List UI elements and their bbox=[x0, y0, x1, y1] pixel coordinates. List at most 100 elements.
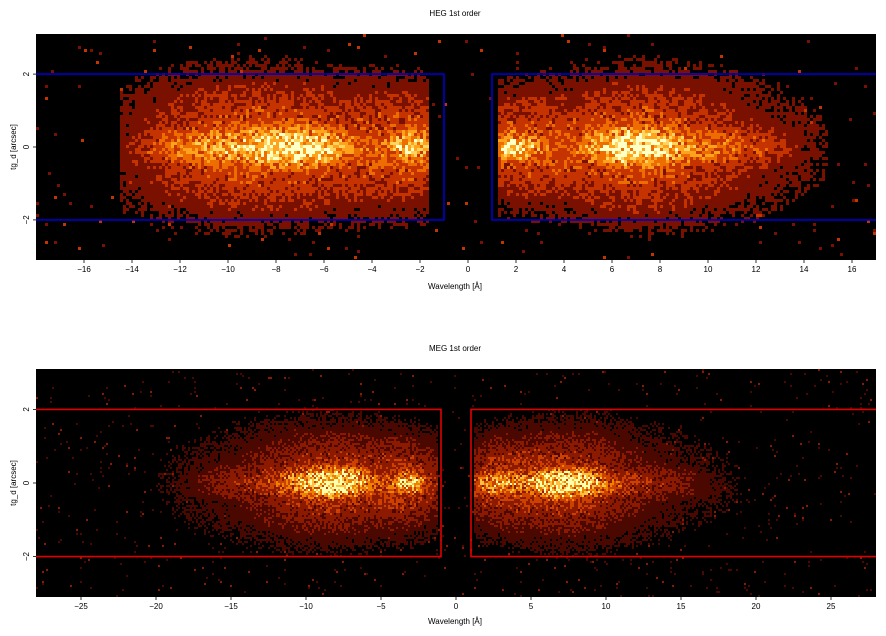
heatmap-cell bbox=[201, 112, 204, 115]
heatmap-cell bbox=[159, 202, 162, 205]
heatmap-cell bbox=[177, 118, 180, 121]
heatmap-cell bbox=[294, 142, 297, 145]
heatmap-cell bbox=[189, 85, 192, 88]
heatmap-cell bbox=[168, 223, 171, 226]
heatmap-cell bbox=[189, 163, 192, 166]
heatmap-cell bbox=[237, 148, 240, 151]
heatmap-cell bbox=[339, 79, 342, 82]
heatmap-cell bbox=[138, 130, 141, 133]
heatmap-cell bbox=[120, 163, 123, 166]
heatmap-cell bbox=[390, 184, 393, 187]
heatmap-cell bbox=[357, 178, 360, 181]
heatmap-cell bbox=[375, 109, 378, 112]
heatmap-cell bbox=[141, 160, 144, 163]
heatmap-cell bbox=[357, 172, 360, 175]
heatmap-cell bbox=[243, 142, 246, 145]
heatmap-cell bbox=[285, 163, 288, 166]
heatmap-cell bbox=[315, 127, 318, 130]
heatmap-cell bbox=[306, 91, 309, 94]
heatmap-cell bbox=[195, 184, 198, 187]
heatmap-cell bbox=[261, 154, 264, 157]
heatmap-cell bbox=[192, 175, 195, 178]
heatmap-cell bbox=[252, 220, 255, 223]
heatmap-cell bbox=[174, 190, 177, 193]
heatmap-cell bbox=[237, 103, 240, 106]
heatmap-cell bbox=[333, 217, 336, 220]
heatmap-cell bbox=[291, 79, 294, 82]
heatmap-cell bbox=[264, 127, 267, 130]
heatmap-cell bbox=[255, 205, 258, 208]
heatmap-cell bbox=[204, 61, 207, 64]
heatmap-cell bbox=[402, 139, 405, 142]
heatmap-cell bbox=[267, 109, 270, 112]
heatmap-cell bbox=[231, 178, 234, 181]
heatmap-cell bbox=[138, 133, 141, 136]
heatmap-cell bbox=[375, 190, 378, 193]
heatmap-cell bbox=[228, 115, 231, 118]
heatmap-cell bbox=[180, 187, 183, 190]
heatmap-cell bbox=[255, 133, 258, 136]
heatmap-cell bbox=[186, 133, 189, 136]
heatmap-cell bbox=[321, 151, 324, 154]
heatmap-cell bbox=[336, 136, 339, 139]
heatmap-cell bbox=[240, 217, 243, 220]
heatmap-cell bbox=[150, 127, 153, 130]
heatmap-cell bbox=[294, 148, 297, 151]
heatmap-cell bbox=[54, 133, 57, 136]
heatmap-cell bbox=[378, 94, 381, 97]
heatmap-cell bbox=[273, 118, 276, 121]
heatmap-cell bbox=[219, 196, 222, 199]
heatmap-cell bbox=[270, 88, 273, 91]
heatmap-cell bbox=[132, 178, 135, 181]
heatmap-cell bbox=[303, 184, 306, 187]
heatmap-cell bbox=[354, 142, 357, 145]
heatmap-cell bbox=[339, 184, 342, 187]
heatmap-cell bbox=[297, 169, 300, 172]
heatmap-cell bbox=[183, 163, 186, 166]
heatmap-cell bbox=[375, 100, 378, 103]
heatmap-cell bbox=[147, 136, 150, 139]
heatmap-cell bbox=[102, 244, 105, 247]
heatmap-cell bbox=[387, 187, 390, 190]
heatmap-cell bbox=[279, 100, 282, 103]
heatmap-cell bbox=[279, 112, 282, 115]
heatmap-cell bbox=[54, 241, 57, 244]
heatmap-cell bbox=[201, 118, 204, 121]
heatmap-cell bbox=[324, 118, 327, 121]
heatmap-cell bbox=[402, 175, 405, 178]
heatmap-cell bbox=[363, 70, 366, 73]
heatmap-cell bbox=[318, 175, 321, 178]
heatmap-cell bbox=[174, 148, 177, 151]
heatmap-cell bbox=[156, 136, 159, 139]
heatmap-cell bbox=[411, 133, 414, 136]
heatmap-cell bbox=[318, 91, 321, 94]
heatmap-cell bbox=[276, 175, 279, 178]
heatmap-cell bbox=[309, 172, 312, 175]
heatmap-cell bbox=[285, 55, 288, 58]
heatmap-cell bbox=[321, 76, 324, 79]
heatmap-cell bbox=[237, 136, 240, 139]
heatmap-cell bbox=[405, 136, 408, 139]
heatmap-cell bbox=[123, 124, 126, 127]
heatmap-cell bbox=[402, 91, 405, 94]
heatmap-cell bbox=[207, 223, 210, 226]
heatmap-cell bbox=[270, 112, 273, 115]
heatmap-cell bbox=[81, 139, 84, 142]
heatmap-cell bbox=[354, 148, 357, 151]
heatmap-cell bbox=[234, 148, 237, 151]
heatmap-cell bbox=[315, 163, 318, 166]
heatmap-cell bbox=[171, 178, 174, 181]
heatmap-cell bbox=[267, 190, 270, 193]
heatmap-cell bbox=[213, 109, 216, 112]
heatmap-cell bbox=[414, 202, 417, 205]
heatmap-cell bbox=[249, 61, 252, 64]
heatmap-cell bbox=[195, 208, 198, 211]
heatmap-cell bbox=[372, 115, 375, 118]
heatmap-cell bbox=[354, 169, 357, 172]
heatmap-cell bbox=[243, 136, 246, 139]
heatmap-cell bbox=[258, 142, 261, 145]
heatmap-cell bbox=[186, 166, 189, 169]
heatmap-cell bbox=[348, 154, 351, 157]
heatmap-cell bbox=[387, 121, 390, 124]
heatmap-cell bbox=[360, 181, 363, 184]
